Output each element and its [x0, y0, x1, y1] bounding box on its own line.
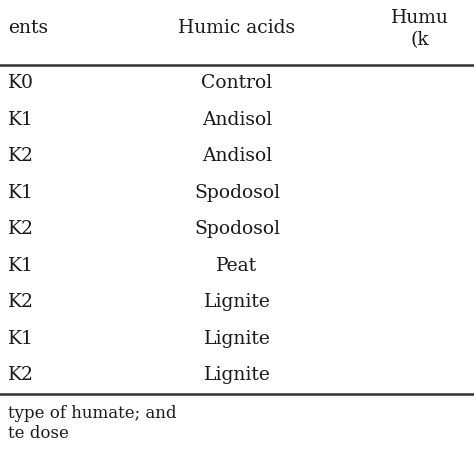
Text: te dose: te dose — [8, 425, 69, 442]
Text: Lignite: Lignite — [203, 366, 271, 384]
Text: ents: ents — [8, 19, 48, 37]
Text: (k: (k — [410, 31, 429, 49]
Text: Andisol: Andisol — [202, 147, 272, 165]
Text: Lignite: Lignite — [203, 293, 271, 311]
Text: K1: K1 — [8, 184, 34, 202]
Text: Andisol: Andisol — [202, 111, 272, 129]
Text: Control: Control — [201, 74, 273, 92]
Text: Humic acids: Humic acids — [178, 19, 296, 37]
Text: Peat: Peat — [217, 257, 257, 275]
Text: K2: K2 — [8, 147, 34, 165]
Text: Lignite: Lignite — [203, 330, 271, 348]
Text: Spodosol: Spodosol — [194, 184, 280, 202]
Text: K1: K1 — [8, 111, 34, 129]
Text: type of humate; and: type of humate; and — [8, 405, 176, 422]
Text: Humu: Humu — [391, 9, 449, 27]
Text: K1: K1 — [8, 330, 34, 348]
Text: K1: K1 — [8, 257, 34, 275]
Text: K2: K2 — [8, 220, 34, 238]
Text: K0: K0 — [8, 74, 34, 92]
Text: K2: K2 — [8, 293, 34, 311]
Text: K2: K2 — [8, 366, 34, 384]
Text: Spodosol: Spodosol — [194, 220, 280, 238]
